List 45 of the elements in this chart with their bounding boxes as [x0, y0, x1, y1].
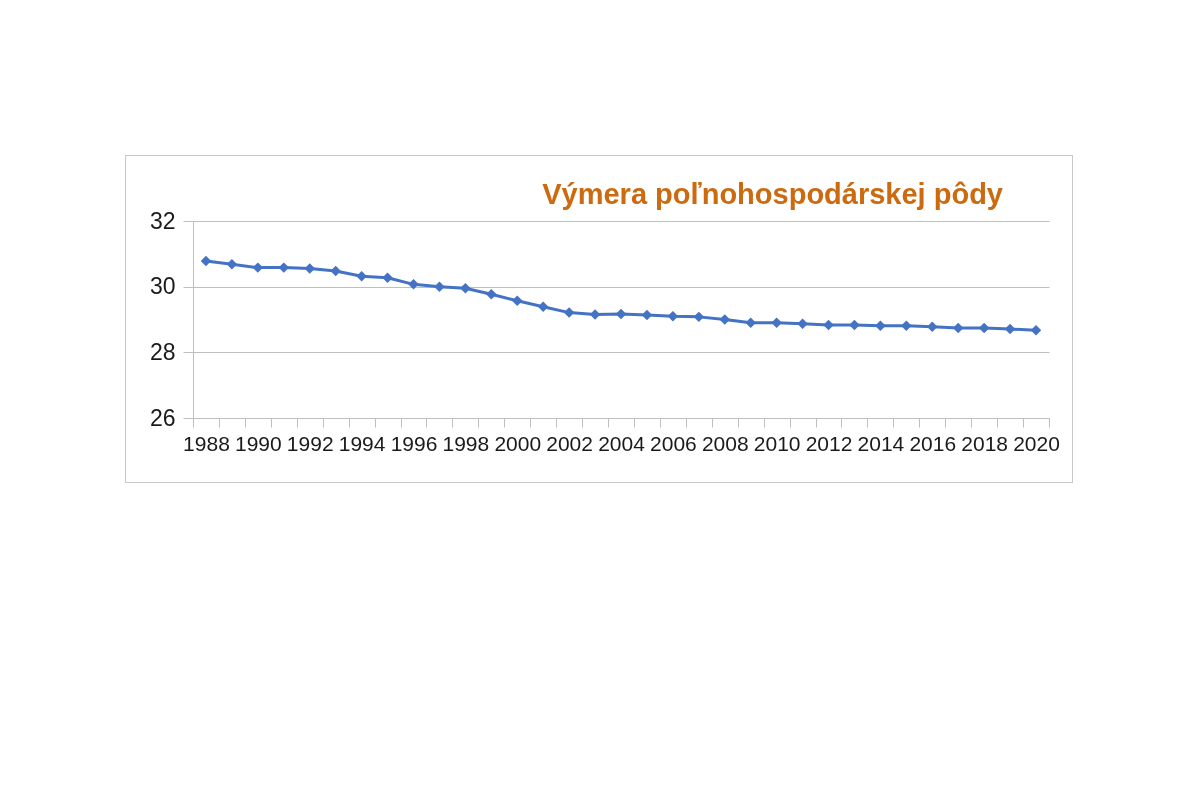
x-tick-label: 2020 [1013, 431, 1060, 455]
x-tick-label: 2014 [857, 431, 905, 455]
x-tick-label: 1994 [338, 431, 386, 455]
x-tick-label: 1996 [390, 431, 438, 455]
y-tick-label: 28 [149, 338, 176, 365]
point [460, 283, 471, 294]
y-tick-label: 32 [149, 207, 176, 234]
point [537, 301, 549, 312]
x-tick-label: 1990 [234, 431, 282, 455]
point [382, 272, 393, 284]
point [875, 320, 886, 331]
x-tick-label: 2018 [961, 431, 1009, 455]
x-tick-label: 2006 [650, 431, 697, 455]
point [563, 307, 575, 318]
point [304, 263, 315, 274]
point [927, 321, 938, 332]
y-tick-label: 30 [149, 273, 176, 300]
point [1030, 325, 1042, 336]
point [901, 320, 912, 331]
x-tick-label: 2000 [494, 431, 542, 455]
point [823, 319, 834, 331]
point [200, 255, 212, 267]
x-tick-label: 1992 [286, 431, 334, 455]
x-tick-label: 1988 [183, 431, 230, 455]
point [408, 279, 419, 290]
point [719, 314, 730, 325]
point [486, 288, 497, 300]
point [745, 317, 756, 329]
x-tick-label: 2004 [598, 431, 646, 455]
x-tick-label: 2016 [909, 431, 957, 455]
point [849, 319, 860, 331]
point [330, 265, 341, 277]
chart-title: Výmera poľnohospodárskej pôdy [542, 178, 1003, 210]
point [771, 317, 782, 329]
point [356, 270, 367, 282]
x-tick-label: 2010 [753, 431, 801, 455]
x-tick-label: 1998 [442, 431, 490, 455]
point [512, 295, 523, 307]
x-tick-label: 2002 [546, 431, 593, 455]
y-tick-label: 26 [149, 404, 176, 431]
x-tick-label: 2008 [701, 431, 749, 455]
x-tick-label: 2012 [805, 431, 853, 455]
point [434, 281, 445, 292]
point [797, 318, 808, 330]
point [226, 259, 238, 270]
